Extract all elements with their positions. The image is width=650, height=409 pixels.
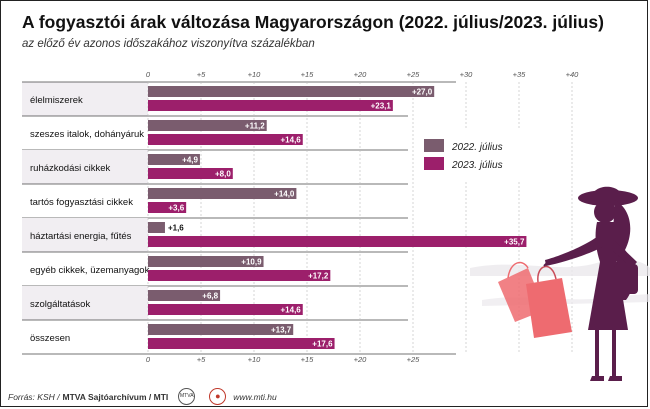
category-stripe — [22, 218, 148, 252]
mti-logo: ● — [209, 388, 227, 405]
category-label: összesen — [30, 333, 70, 344]
bar-2022 — [148, 256, 264, 267]
bar-value-label: +1,6 — [168, 224, 184, 233]
category-stripe — [22, 150, 148, 184]
legend-swatch-2023 — [424, 157, 444, 170]
bar-value-label: +23,1 — [371, 102, 392, 111]
bar-value-label: +6,8 — [202, 292, 218, 301]
bar-value-label: +8,0 — [215, 170, 231, 179]
legend-swatch-2022 — [424, 139, 444, 152]
x-tick-label: +20 — [354, 70, 368, 79]
bar-2023 — [148, 270, 331, 281]
bar-value-label: +4,9 — [182, 156, 198, 165]
source-label: Forrás: KSH / — [8, 391, 60, 402]
category-label: élelmiszerek — [30, 95, 83, 106]
bar-value-label: +17,6 — [312, 340, 333, 349]
x-tick-label: +15 — [301, 70, 315, 79]
category-label: tartós fogyasztási cikkek — [30, 197, 133, 208]
bar-value-label: +11,2 — [245, 122, 265, 131]
bar-2022 — [148, 324, 294, 335]
bar-2022 — [148, 188, 297, 199]
bar-2022 — [148, 290, 221, 301]
bar-2022 — [148, 154, 200, 165]
legend-label-2023: 2023. július — [451, 160, 503, 171]
legend-box — [416, 130, 538, 180]
bar-value-label: +14,0 — [274, 190, 295, 199]
bar-2022 — [148, 86, 435, 97]
bar-value-label: +13,7 — [271, 326, 292, 335]
credit-label: MTVA Sajtóarchívum / MTI — [62, 391, 169, 402]
bar-2023 — [148, 202, 187, 213]
bar-value-label: +35,7 — [504, 238, 525, 247]
bar-value-label: +14,6 — [281, 306, 302, 315]
category-label: szeszes italok, dohányáruk — [30, 129, 144, 140]
category-label: háztartási energia, fűtés — [30, 231, 132, 242]
bar-value-label: +10,9 — [241, 258, 262, 267]
category-stripe — [22, 286, 148, 320]
bar-2023 — [148, 304, 303, 315]
legend-label-2022: 2022. július — [451, 142, 503, 153]
x-tick-label: +30 — [460, 70, 474, 79]
website-link[interactable]: www.mti.hu — [233, 391, 277, 402]
x-tick-label: +25 — [407, 70, 421, 79]
footer: Forrás: KSH / MTVA Sajtóarchívum / MTI M… — [8, 388, 277, 405]
x-tick-label: +10 — [248, 355, 262, 364]
shopper-illustration — [470, 186, 650, 381]
x-tick-label: +40 — [566, 70, 580, 79]
bar-2023 — [148, 236, 527, 247]
x-tick-label: +5 — [197, 355, 206, 364]
x-tick-label: +5 — [197, 70, 206, 79]
mtva-logo: MTVA — [178, 388, 196, 405]
category-label: egyéb cikkek, üzemanyagok — [30, 265, 150, 276]
x-tick-label: +25 — [407, 355, 421, 364]
bar-value-label: +27,0 — [412, 88, 433, 97]
x-tick-label: +35 — [513, 70, 527, 79]
x-tick-label: 0 — [146, 355, 151, 364]
bar-value-label: +14,6 — [281, 136, 302, 145]
category-label: ruházkodási cikkek — [30, 163, 111, 174]
category-stripe — [22, 82, 148, 116]
x-tick-label: 0 — [146, 70, 151, 79]
bar-value-label: +17,2 — [308, 272, 329, 281]
x-tick-label: +20 — [354, 355, 368, 364]
bar-2022 — [148, 222, 165, 233]
bar-2023 — [148, 134, 303, 145]
bar-2023 — [148, 168, 233, 179]
bar-2023 — [148, 338, 335, 349]
category-label: szolgáltatások — [30, 299, 90, 310]
chart-subtitle: az előző év azonos időszakához viszonyít… — [22, 38, 315, 50]
legend: 2022. július 2023. július — [416, 130, 538, 180]
x-tick-label: +15 — [301, 355, 315, 364]
x-tick-label: +10 — [248, 70, 262, 79]
bar-2023 — [148, 100, 393, 111]
bar-2022 — [148, 120, 267, 131]
bar-value-label: +3,6 — [168, 204, 184, 213]
chart-title: A fogyasztói árak változása Magyarország… — [22, 12, 604, 32]
